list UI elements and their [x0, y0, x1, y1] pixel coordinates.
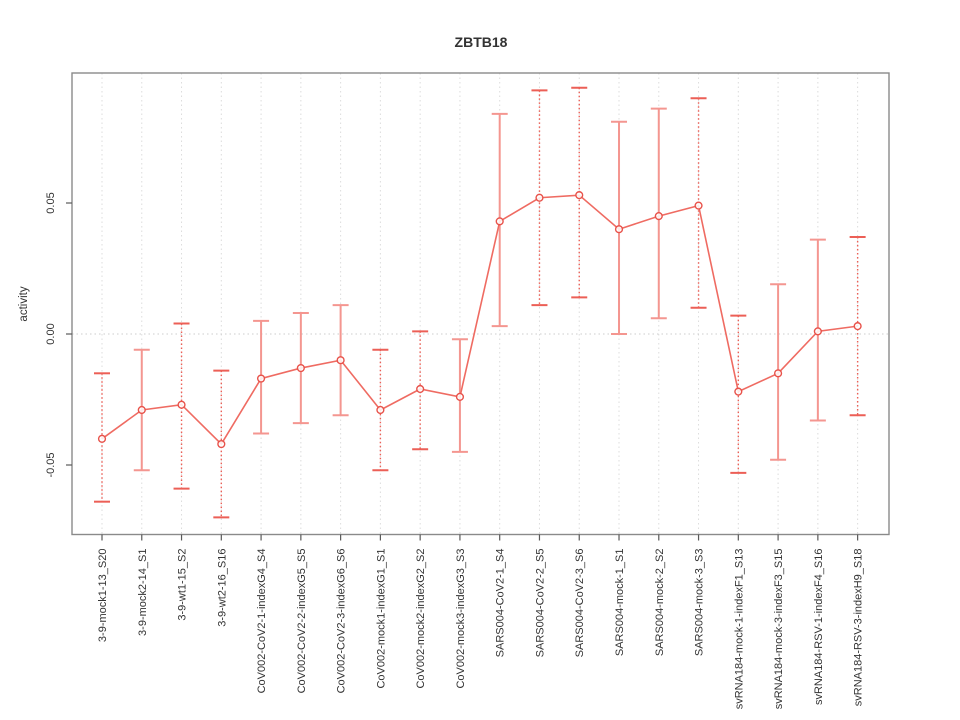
x-tick-label: CoV002-CoV2-2-indexG5_S5 [296, 549, 308, 694]
data-point [535, 193, 544, 202]
x-tick-label: SARS004-CoV2-3_S6 [574, 549, 586, 658]
data-point [217, 439, 226, 449]
y-axis-title: activity [18, 286, 30, 321]
data-point [416, 384, 425, 394]
plot-border [71, 72, 890, 536]
data-point [813, 327, 822, 336]
axis-ticks [66, 202, 859, 541]
series-line [101, 194, 858, 446]
x-tick-label: svRNA184-RSV-3-indexH9_S18 [853, 549, 865, 707]
x-tick-label: svRNA184-mock-3-indexF3_S15 [773, 549, 785, 710]
y-axis-labels: -0.05 0.00 0.05 [45, 192, 57, 477]
data-point [256, 374, 266, 383]
data-point [137, 405, 146, 415]
y-tick-label: 0.00 [45, 323, 57, 344]
y-tick-label: -0.05 [45, 452, 57, 477]
data-point [177, 400, 186, 409]
plot-box [71, 72, 890, 536]
data-point [654, 212, 663, 221]
x-tick-label: 3-9-wt2-16_S16 [216, 549, 228, 627]
x-tick-label: CoV002-mock1-indexG1_S1 [375, 549, 387, 689]
chart-title: ZBTB18 [455, 34, 508, 50]
x-tick-label: CoV002-mock3-indexG3_S3 [455, 549, 467, 689]
data-point [734, 387, 743, 396]
data-point [694, 201, 703, 210]
data-point [773, 369, 783, 378]
x-tick-label: SARS004-CoV2-1_S4 [495, 549, 507, 658]
data-points [97, 191, 862, 449]
x-tick-label: svRNA184-mock-1-indexF1_S13 [733, 549, 745, 710]
data-point [97, 434, 107, 443]
x-tick-label: 3-9-mock1-13_S20 [97, 549, 109, 643]
data-point [376, 405, 385, 415]
x-tick-label: svRNA184-RSV-1-indexF4_S16 [813, 549, 825, 706]
data-point [495, 217, 504, 226]
data-point [336, 356, 345, 365]
x-tick-label: CoV002-mock2-indexG2_S2 [415, 549, 427, 689]
x-axis-labels: 3-9-mock1-13_S20 3-9-mock2-14_S1 3-9-wt1-1… [97, 549, 865, 710]
x-tick-label: CoV002-CoV2-3-indexG6_S6 [336, 549, 348, 694]
x-tick-label: 3-9-wt1-15_S2 [177, 549, 189, 621]
x-tick-label: SARS004-mock-3_S3 [694, 549, 706, 657]
x-tick-label: CoV002-CoV2-1-indexG4_S4 [256, 549, 268, 694]
data-point [575, 191, 584, 200]
data-point [455, 392, 465, 401]
x-tick-label: SARS004-mock-2_S2 [654, 549, 666, 657]
data-point [853, 322, 862, 331]
y-tick-label: 0.05 [45, 192, 57, 213]
error-bars [94, 86, 866, 519]
x-tick-label: 3-9-mock2-14_S1 [137, 549, 149, 636]
data-point [296, 363, 305, 373]
series-polyline [101, 194, 858, 446]
x-tick-label: SARS004-CoV2-2_S5 [534, 549, 546, 658]
data-point [614, 225, 624, 234]
x-tick-label: SARS004-mock-1_S1 [614, 549, 626, 657]
